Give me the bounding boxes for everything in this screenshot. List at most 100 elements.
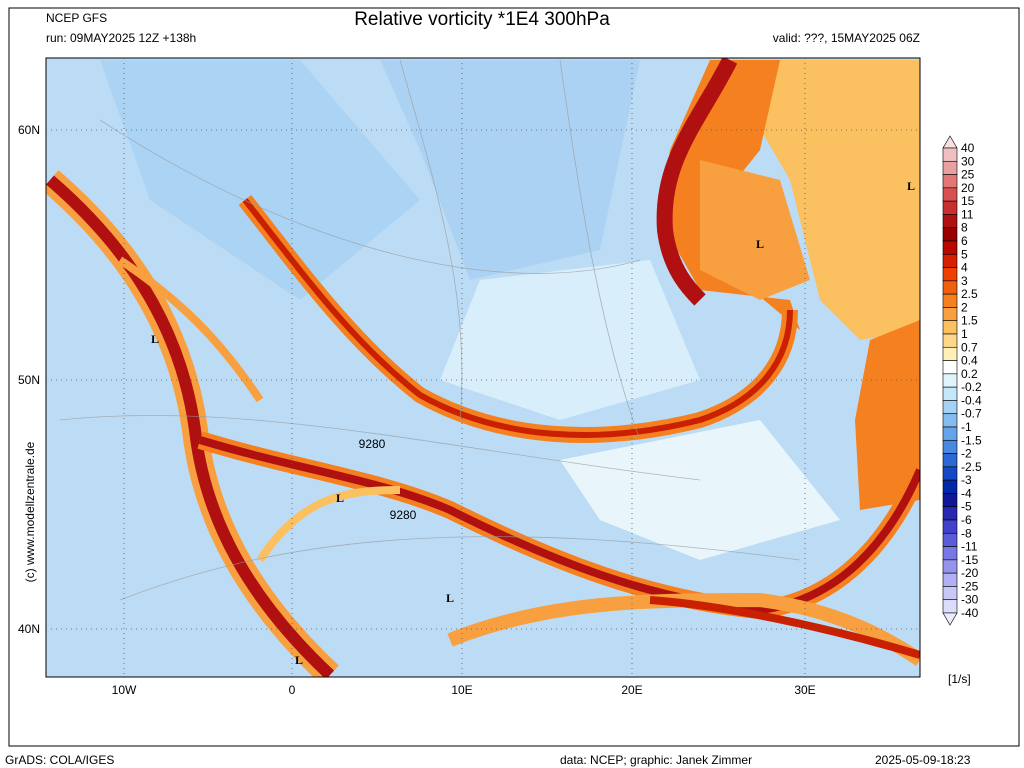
- colorbar-box: [942, 333, 958, 348]
- colorbar-label: 0.2: [961, 367, 978, 381]
- colorbar-label: 6: [961, 234, 968, 248]
- colorbar-box: [942, 453, 958, 468]
- colorbar-box: [942, 227, 958, 242]
- map-border: [45, 57, 921, 678]
- valid-time: valid: ???, 15MAY2025 06Z: [773, 31, 920, 45]
- colorbar-box: [942, 400, 958, 415]
- colorbar-box: [942, 346, 958, 361]
- longitude-label: 20E: [621, 683, 642, 697]
- colorbar-label: 11: [961, 207, 974, 221]
- run-info: run: 09MAY2025 12Z +138h: [46, 31, 196, 45]
- colorbar-label: -5: [961, 500, 972, 514]
- colorbar-box: [942, 174, 958, 189]
- colorbar-label: -2: [961, 447, 972, 461]
- colorbar-box: [942, 200, 958, 215]
- colorbar-box: [942, 280, 958, 295]
- colorbar-box: [942, 426, 958, 441]
- colorbar-box: [942, 572, 958, 587]
- latitude-label: 50N: [18, 373, 40, 387]
- colorbar-label: 20: [961, 181, 975, 195]
- colorbar-arrow: [942, 612, 958, 626]
- colorbar-box: [942, 187, 958, 202]
- low-pressure-label: L: [756, 237, 764, 251]
- colorbar-label: -25: [961, 579, 979, 593]
- colorbar-box: [942, 559, 958, 574]
- colorbar-label: 25: [961, 168, 975, 182]
- low-pressure-label: L: [151, 332, 159, 346]
- timestamp: 2025-05-09-18:23: [875, 753, 971, 767]
- colorbar-label: -2.5: [961, 460, 982, 474]
- colorbar-label: 40: [961, 141, 975, 155]
- colorbar-box: [942, 493, 958, 508]
- colorbar-box: [942, 307, 958, 322]
- model-name: NCEP GFS: [46, 11, 107, 25]
- software-credit: GrADS: COLA/IGES: [5, 753, 114, 767]
- colorbar-box: [942, 546, 958, 561]
- colorbar-label: 3: [961, 274, 968, 288]
- latitude-label: 40N: [18, 622, 40, 636]
- colorbar-label: 1.5: [961, 314, 978, 328]
- longitude-label: 10W: [112, 683, 137, 697]
- colorbar-box: [942, 240, 958, 255]
- colorbar-box: [942, 160, 958, 175]
- colorbar-box: [942, 253, 958, 268]
- low-pressure-label: L: [907, 179, 915, 193]
- colorbar-label: -4: [961, 486, 972, 500]
- colorbar-box: [942, 599, 958, 614]
- colorbar-label: 4: [961, 261, 968, 275]
- longitude-label: 30E: [794, 683, 815, 697]
- map-title: Relative vorticity *1E4 300hPa: [354, 9, 610, 30]
- colorbar-label: 0.7: [961, 340, 978, 354]
- latitude-label: 60N: [18, 123, 40, 137]
- colorbar-label: -40: [961, 606, 979, 620]
- colorbar-box: [942, 360, 958, 375]
- low-pressure-label: L: [446, 591, 454, 605]
- colorbar-box: [942, 439, 958, 454]
- colorbar-arrow: [942, 135, 958, 149]
- colorbar-box: [942, 479, 958, 494]
- colorbar-label: -6: [961, 513, 972, 527]
- colorbar-label: -1.5: [961, 433, 982, 447]
- low-pressure-label: L: [336, 491, 344, 505]
- colorbar-label: -1: [961, 420, 972, 434]
- data-credit: data: NCEP; graphic: Janek Zimmer: [560, 753, 752, 767]
- colorbar-label: 2: [961, 300, 968, 314]
- colorbar-label: 2.5: [961, 287, 978, 301]
- colorbar-label: 1: [961, 327, 968, 341]
- contour-label: 9280: [359, 437, 386, 451]
- low-pressure-label: L: [295, 653, 303, 667]
- longitude-label: 0: [289, 683, 296, 697]
- colorbar-box: [942, 267, 958, 282]
- colorbar-label: -0.4: [961, 393, 982, 407]
- colorbar-box: [942, 532, 958, 547]
- colorbar-label: -20: [961, 566, 979, 580]
- colorbar-box: [942, 413, 958, 428]
- colorbar-label: -11: [961, 540, 978, 554]
- contour-label: 9280: [390, 508, 417, 522]
- colorbar-label: 5: [961, 247, 968, 261]
- colorbar-label: -15: [961, 553, 979, 567]
- colorbar-unit: [1/s]: [948, 672, 971, 686]
- colorbar-label: -0.7: [961, 407, 982, 421]
- vorticity-field: [46, 58, 920, 677]
- colorbar-box: [942, 519, 958, 534]
- colorbar-box: [942, 147, 958, 162]
- copyright: (c) www.modellzentrale.de: [23, 441, 37, 582]
- colorbar-label: 8: [961, 221, 968, 235]
- colorbar-label: -0.2: [961, 380, 982, 394]
- colorbar-box: [942, 373, 958, 388]
- frame: [8, 7, 1020, 747]
- colorbar-label: 30: [961, 154, 975, 168]
- longitude-label: 10E: [451, 683, 472, 697]
- colorbar-box: [942, 320, 958, 335]
- colorbar-box: [942, 586, 958, 601]
- colorbar-label: 15: [961, 194, 975, 208]
- colorbar-box: [942, 293, 958, 308]
- colorbar-box: [942, 466, 958, 481]
- colorbar-box: [942, 214, 958, 229]
- colorbar-label: -3: [961, 473, 972, 487]
- colorbar-box: [942, 506, 958, 521]
- colorbar-label: -30: [961, 593, 979, 607]
- colorbar-label: -8: [961, 526, 972, 540]
